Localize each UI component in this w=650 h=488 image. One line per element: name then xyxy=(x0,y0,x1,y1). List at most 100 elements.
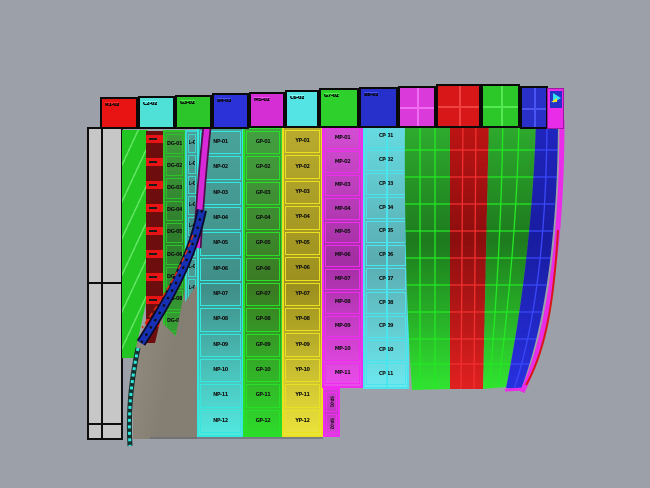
panel-cell[interactable]: TL-02 xyxy=(188,154,196,174)
panel-cell[interactable]: GP-01 xyxy=(246,131,280,155)
panel-cell[interactable]: DG-01 xyxy=(166,134,183,155)
panel-cell[interactable]: YP-09 xyxy=(285,333,320,357)
curved-grid-columns[interactable] xyxy=(385,110,570,400)
panel-cell[interactable]: GP-08 xyxy=(246,308,280,332)
green-gridlines xyxy=(483,117,536,389)
panel-cell[interactable]: YP-02 xyxy=(285,155,320,179)
panel-cell[interactable]: NP-07 xyxy=(200,282,241,307)
cap-grid-line xyxy=(438,106,479,108)
panel-cell[interactable]: MP-01 xyxy=(325,128,360,150)
cap-panel-label: B8-02 xyxy=(364,92,379,98)
panel-cell[interactable]: MP-07 xyxy=(325,268,360,291)
panel-cell[interactable]: DG-06 xyxy=(166,245,183,266)
panel-cell[interactable]: GP-06 xyxy=(246,257,280,281)
cap-panel-label: C6-02 xyxy=(290,95,305,101)
bottom-edge-shade xyxy=(150,437,323,439)
panel-cell[interactable]: MP-06 xyxy=(325,245,360,267)
panel-cell[interactable]: MP-08 xyxy=(325,292,360,314)
panel-cell[interactable]: TL-03 xyxy=(188,175,196,195)
rim-red-edge xyxy=(525,229,559,386)
panel-cell[interactable]: DG-02 xyxy=(166,156,183,177)
tp-red-10[interactable] xyxy=(436,84,481,128)
tp-blue-4[interactable]: B4-01 B4-02 xyxy=(212,93,249,129)
tp-magenta-5[interactable]: M5-01 M5-02 xyxy=(249,92,285,128)
red-tab[interactable] xyxy=(146,158,164,166)
cap-panel-row: R1-01 R1-02 C2-01 C2-02 G3-01 G3-02 B4-01 B4-02… xyxy=(0,0,650,140)
panel-cell[interactable]: YP-05 xyxy=(285,231,320,256)
red-tab[interactable] xyxy=(146,181,164,189)
grid-column-green xyxy=(483,117,536,389)
panel-cell[interactable]: YP-10 xyxy=(285,358,320,383)
panel-column-green[interactable]: GP-01 GP-02 GP-03 GP-04 GP-05 GP-06 GP-07 GP-08… xyxy=(243,127,283,437)
panel-cell[interactable]: TL-01 xyxy=(188,134,196,153)
panel-cell[interactable]: MP-11 xyxy=(325,362,360,384)
panel-cell[interactable]: GP-05 xyxy=(246,232,280,256)
panel-cell[interactable]: GP-02 xyxy=(246,156,280,180)
panel-cell[interactable]: GP-04 xyxy=(246,206,280,231)
panel-cell[interactable]: DG-03 xyxy=(166,178,183,199)
panel-cell[interactable]: MP-03 xyxy=(325,174,360,197)
cap-grid-line xyxy=(522,107,546,110)
panel-cell[interactable]: YP-07 xyxy=(285,282,320,306)
panel-cell[interactable]: MP-10 xyxy=(325,339,360,361)
red-tab[interactable] xyxy=(146,250,164,258)
panel-cell[interactable]: MP-05 xyxy=(325,221,360,244)
rim-magenta xyxy=(519,119,565,394)
tp-cyan-6[interactable]: C6-01 C6-02 xyxy=(285,90,319,128)
view-rotate-marker[interactable] xyxy=(547,88,564,129)
tp-blue-12[interactable] xyxy=(520,86,548,129)
tp-red-1[interactable]: R1-01 R1-02 xyxy=(100,97,138,129)
red-tab[interactable] xyxy=(146,273,164,281)
panel-cell[interactable]: YP-01 xyxy=(285,130,320,154)
panel-cell[interactable]: NP-01 xyxy=(200,131,241,155)
panel-column-cyan-right[interactable]: CP-01CP-02CP-03CP-04CP-05CP-06CP-07CP-08… xyxy=(363,122,409,389)
tp-magenta-9[interactable] xyxy=(398,86,436,128)
panel-cell[interactable]: SP-01 xyxy=(326,392,337,412)
panel-cell[interactable]: GP-10 xyxy=(246,358,280,383)
panel-cell[interactable]: YP-04 xyxy=(285,206,320,230)
panel-cell[interactable]: YP-08 xyxy=(285,307,320,332)
panel-column-yellow[interactable]: YP-01 YP-02 YP-03 YP-04 YP-05 YP-06 YP-07 YP-08… xyxy=(282,126,323,437)
panel-cell[interactable]: MP-04 xyxy=(325,198,360,220)
panel-cell[interactable]: NP-06 xyxy=(200,257,241,281)
panel-cell[interactable]: YP-12 xyxy=(285,409,320,434)
panel-cell[interactable]: GP-09 xyxy=(246,333,280,357)
panel-cell[interactable]: GP-07 xyxy=(246,282,280,307)
panel-cell[interactable]: NP-11 xyxy=(200,384,241,408)
panel-cell[interactable]: NP-09 xyxy=(200,333,241,357)
panel-column-magenta-tail[interactable]: SP-01 SP-02 xyxy=(323,388,340,437)
tp-green-3[interactable]: G3-01 G3-02 xyxy=(175,95,212,129)
panel-cell[interactable]: MP-09 xyxy=(325,315,360,338)
red-gridlines xyxy=(450,119,489,389)
panel-cell[interactable]: GP-03 xyxy=(246,181,280,205)
tp-blue-8[interactable]: B8-01 B8-02 xyxy=(359,87,398,128)
cap-panel-label: G7-02 xyxy=(324,93,339,99)
panel-cell[interactable]: SP-02 xyxy=(326,413,337,433)
red-tab[interactable] xyxy=(146,296,164,304)
red-tab[interactable] xyxy=(146,135,164,143)
panel-cell[interactable]: NP-08 xyxy=(200,308,241,332)
panel-cell[interactable]: NP-10 xyxy=(200,358,241,383)
panel-column-magenta[interactable]: MP-01 MP-02 MP-03 MP-04 MP-05 MP-06 MP-07 MP-08… xyxy=(322,124,363,388)
cap-panel-label: G3-02 xyxy=(180,100,195,106)
grid-column-green-wide xyxy=(404,121,450,390)
panel-cell[interactable]: GP-12 xyxy=(246,409,280,433)
column-divider xyxy=(386,124,388,387)
seam-red-dashed xyxy=(141,234,194,329)
cap-grid-line xyxy=(483,106,518,108)
panel-cell[interactable]: GP-11 xyxy=(246,384,280,408)
panel-cell[interactable]: DG-05 xyxy=(166,222,183,244)
panel-cell[interactable]: NP-12 xyxy=(200,409,241,433)
red-tab[interactable] xyxy=(146,204,164,212)
panel-cell[interactable]: YP-06 xyxy=(285,257,320,281)
red-tab[interactable] xyxy=(146,227,164,235)
panel-cell[interactable]: MP-02 xyxy=(325,151,360,173)
tp-green-11[interactable] xyxy=(481,84,520,128)
panel-cell[interactable]: DG-04 xyxy=(166,200,183,221)
panel-cell[interactable]: YP-11 xyxy=(285,384,320,408)
panel-cell[interactable]: YP-03 xyxy=(285,180,320,205)
tp-green-7[interactable]: G7-01 G7-02 xyxy=(319,88,359,128)
tp-cyan-2[interactable]: C2-01 C2-02 xyxy=(138,96,175,129)
